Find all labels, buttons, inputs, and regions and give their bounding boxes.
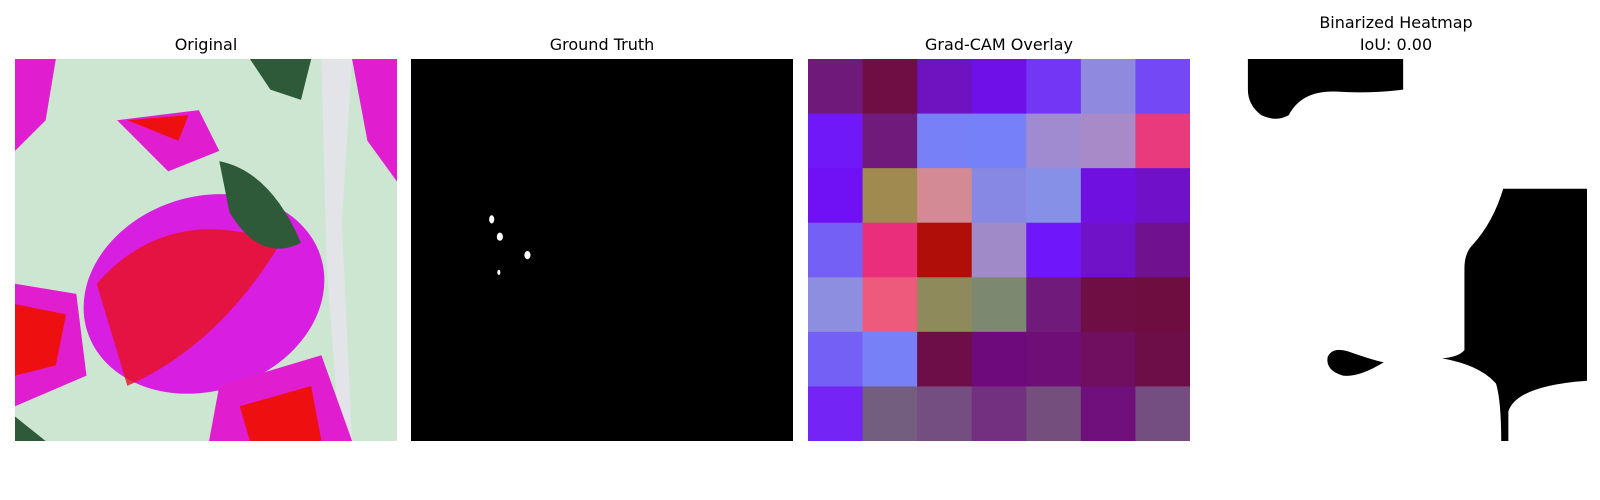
panel-title: Binarized Heatmap bbox=[1319, 13, 1473, 32]
cam-cell bbox=[862, 113, 918, 169]
panel-title: Ground Truth bbox=[549, 35, 655, 54]
cam-cell bbox=[917, 277, 973, 333]
cam-cell bbox=[971, 277, 1027, 333]
cam-cell bbox=[917, 386, 973, 441]
cam-cell bbox=[971, 331, 1027, 387]
cam-cell bbox=[917, 331, 973, 387]
cam-cell bbox=[1135, 277, 1190, 333]
cam-cell bbox=[971, 386, 1027, 441]
cam-cell bbox=[1080, 331, 1136, 387]
binarized-heatmap bbox=[1205, 59, 1587, 441]
panel-title: Original bbox=[174, 35, 238, 54]
cam-cell bbox=[971, 168, 1027, 224]
cam-cell bbox=[1080, 277, 1136, 333]
cam-cell bbox=[862, 331, 918, 387]
cam-cell bbox=[1135, 168, 1190, 224]
cam-cell bbox=[808, 331, 864, 387]
cam-cell bbox=[808, 168, 864, 224]
cam-cell bbox=[1080, 386, 1136, 441]
cam-cell bbox=[808, 113, 864, 169]
cam-cell bbox=[1080, 222, 1136, 278]
cam-cell bbox=[1026, 168, 1082, 224]
gradcam-overlay bbox=[808, 59, 1190, 441]
cam-cell bbox=[917, 59, 973, 115]
ground-truth-mask bbox=[411, 59, 793, 441]
panel-title: Grad-CAM Overlay bbox=[925, 35, 1073, 54]
cam-cell bbox=[862, 222, 918, 278]
panel-subtitle: IoU: 0.00 bbox=[1359, 35, 1433, 54]
cam-cell bbox=[1135, 222, 1190, 278]
overlay-svg bbox=[808, 59, 1190, 441]
cam-cell bbox=[862, 277, 918, 333]
cam-cell bbox=[1080, 168, 1136, 224]
cam-cell bbox=[862, 59, 918, 115]
cam-cell bbox=[1026, 113, 1082, 169]
cam-cell bbox=[808, 59, 864, 115]
original-svg bbox=[15, 59, 397, 441]
cam-cell bbox=[808, 222, 864, 278]
cam-cell bbox=[971, 113, 1027, 169]
cam-cell bbox=[1135, 59, 1190, 115]
mask-svg bbox=[411, 59, 793, 441]
cam-cell bbox=[917, 168, 973, 224]
original-image bbox=[15, 59, 397, 441]
cam-cell bbox=[1135, 386, 1190, 441]
heatmap-svg bbox=[1205, 59, 1587, 441]
cam-cell bbox=[1135, 331, 1190, 387]
cam-cell bbox=[917, 113, 973, 169]
cam-cell bbox=[1135, 113, 1190, 169]
cam-cell bbox=[862, 168, 918, 224]
cam-cell bbox=[808, 386, 864, 441]
cam-cell bbox=[1026, 222, 1082, 278]
cam-cell bbox=[971, 59, 1027, 115]
cam-cell bbox=[1080, 59, 1136, 115]
cam-cell bbox=[1026, 331, 1082, 387]
cam-cell bbox=[917, 222, 973, 278]
cam-cell bbox=[862, 386, 918, 441]
cam-cell bbox=[971, 222, 1027, 278]
cam-cell bbox=[1026, 59, 1082, 115]
cam-cell bbox=[1026, 277, 1082, 333]
cam-cell bbox=[1080, 113, 1136, 169]
cam-cell bbox=[808, 277, 864, 333]
cam-cell bbox=[1026, 386, 1082, 441]
